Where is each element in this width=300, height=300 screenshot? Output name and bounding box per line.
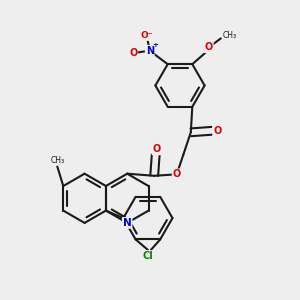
Text: O: O <box>152 144 161 154</box>
Text: O⁻: O⁻ <box>140 31 153 40</box>
Text: N: N <box>146 46 154 56</box>
Text: CH₃: CH₃ <box>222 32 236 40</box>
Text: O: O <box>172 169 181 179</box>
Text: O: O <box>205 42 213 52</box>
Text: CH₃: CH₃ <box>50 156 64 165</box>
Text: N: N <box>123 218 132 228</box>
Text: O: O <box>213 126 221 136</box>
Text: Cl: Cl <box>142 251 153 261</box>
Text: O: O <box>129 48 137 58</box>
Text: +: + <box>152 42 158 48</box>
